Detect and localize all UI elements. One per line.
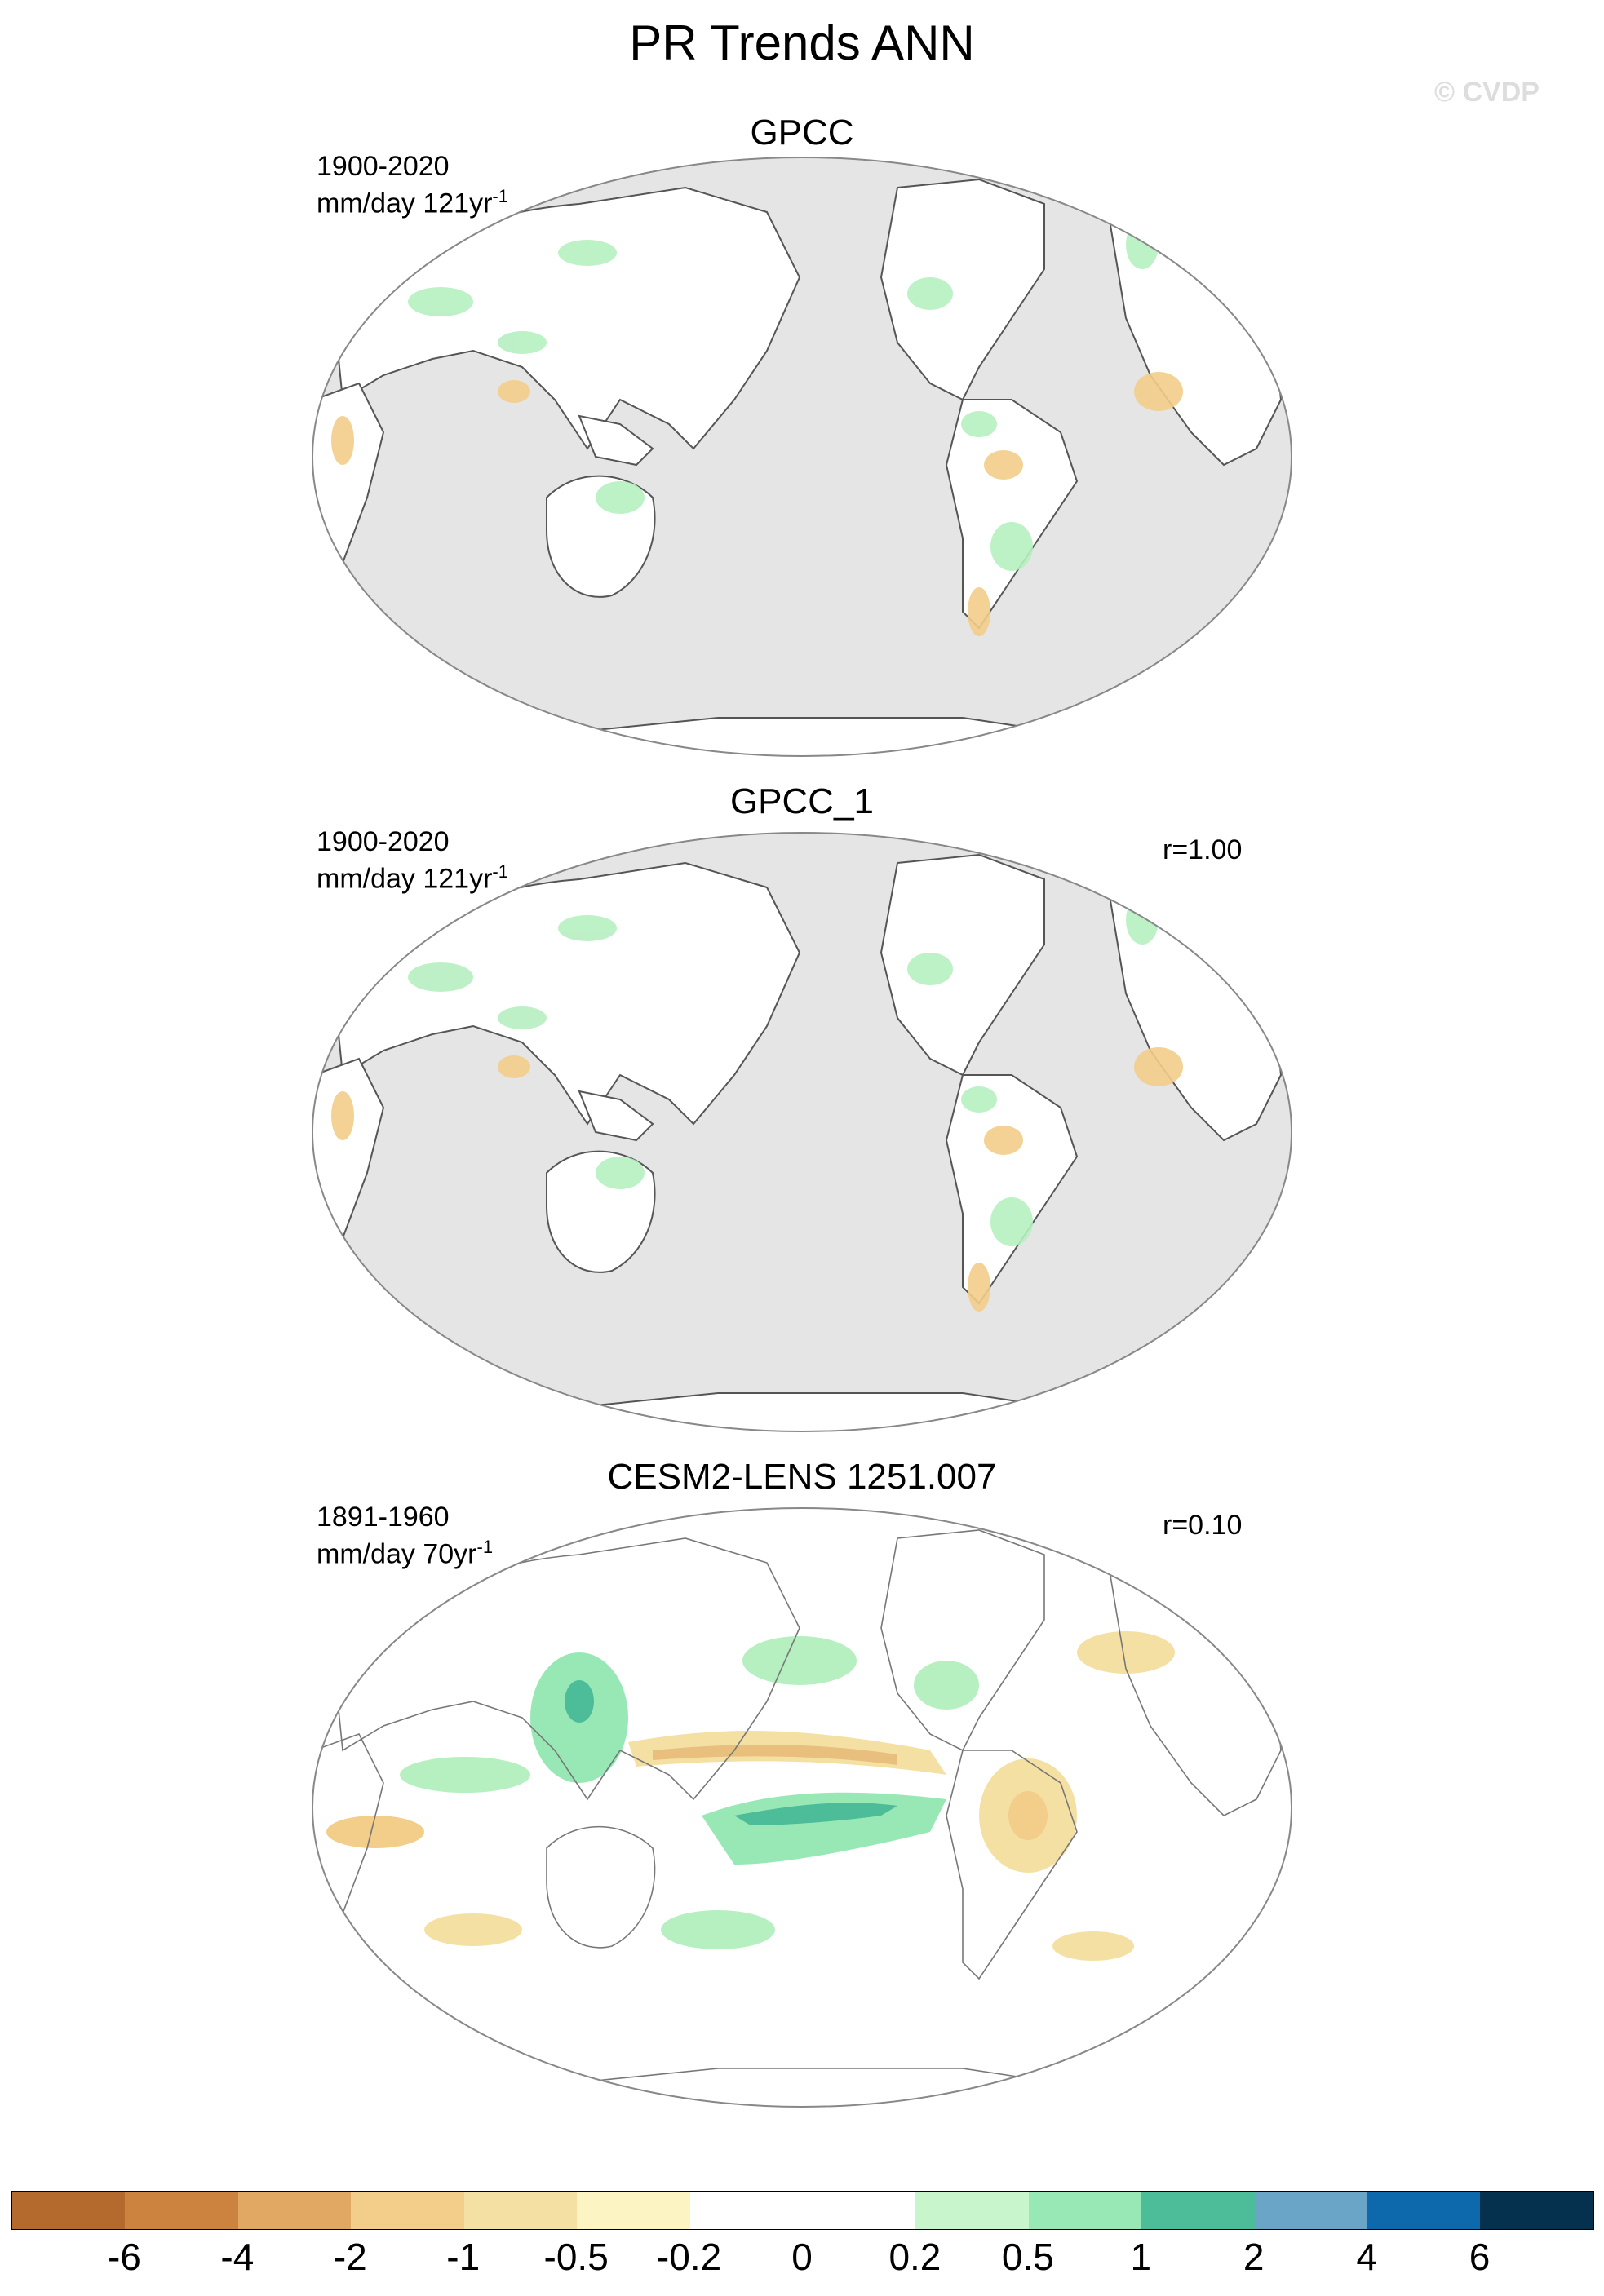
colorbar-swatch <box>1367 2192 1481 2229</box>
colorbar-tick-label: 0.2 <box>888 2236 942 2278</box>
colorbar-swatch <box>351 2192 464 2229</box>
panel-gpcc: GPCC 1900-2020 mm/day 121yr-1 <box>0 106 1604 759</box>
panel-units: mm/day 121yr-1 <box>317 186 508 219</box>
panel-title: GPCC_1 <box>729 781 875 821</box>
colorbar-tick-label: 1 <box>1130 2236 1152 2278</box>
panel-period: 1900-2020 <box>317 826 450 857</box>
colorbar-swatch <box>1480 2192 1593 2229</box>
colorbar <box>11 2191 1594 2230</box>
colorbar-tick-label: -1 <box>446 2236 481 2278</box>
colorbar-swatch <box>125 2192 238 2229</box>
world-map <box>312 832 1292 1432</box>
panel-units: mm/day 121yr-1 <box>317 861 508 895</box>
panel-period: 1891-1960 <box>317 1502 450 1533</box>
colorbar-tick-label: 2 <box>1243 2236 1265 2278</box>
world-map <box>312 1507 1292 2108</box>
colorbar-swatch <box>577 2192 690 2229</box>
panel-correlation: r=1.00 <box>1163 834 1243 865</box>
world-map <box>312 157 1292 757</box>
colorbar-tick-label: -0.5 <box>543 2236 609 2278</box>
colorbar-swatch <box>12 2192 126 2229</box>
panel-gpcc-1: GPCC_1 1900-2020 mm/day 121yr-1 r=1.00 <box>0 781 1604 1434</box>
colorbar-swatch <box>1254 2192 1368 2229</box>
colorbar-tick-label: -0.2 <box>656 2236 722 2278</box>
panel-period: 1900-2020 <box>317 151 450 182</box>
colorbar-swatch <box>1028 2192 1142 2229</box>
colorbar-swatch <box>689 2192 803 2229</box>
panel-title: CESM2-LENS 1251.007 <box>607 1457 997 1497</box>
panel-correlation: r=0.10 <box>1163 1510 1243 1541</box>
panel-title: GPCC <box>750 113 854 153</box>
colorbar-tick-label: 6 <box>1469 2236 1491 2278</box>
colorbar-tick-label: -4 <box>220 2236 255 2278</box>
colorbar-tick-label: -2 <box>333 2236 367 2278</box>
colorbar-swatch <box>915 2192 1029 2229</box>
colorbar-swatch <box>237 2192 352 2229</box>
panel-units: mm/day 70yr-1 <box>317 1537 494 1570</box>
figure-title: PR Trends ANN <box>629 15 975 70</box>
colorbar-swatch <box>802 2192 916 2229</box>
colorbar-swatch <box>1141 2192 1255 2229</box>
colorbar-tick-label: 0.5 <box>1001 2236 1054 2278</box>
colorbar-swatch <box>463 2192 578 2229</box>
panel-cesm2-lens: CESM2-LENS 1251.007 1891-1960 mm/day 70y… <box>0 1457 1604 2109</box>
cvdp-watermark: © CVDP <box>1434 77 1540 108</box>
colorbar-tick-label: 0 <box>791 2236 813 2278</box>
colorbar-tick-label: 4 <box>1356 2236 1377 2278</box>
colorbar-tick-label: -6 <box>107 2236 141 2278</box>
